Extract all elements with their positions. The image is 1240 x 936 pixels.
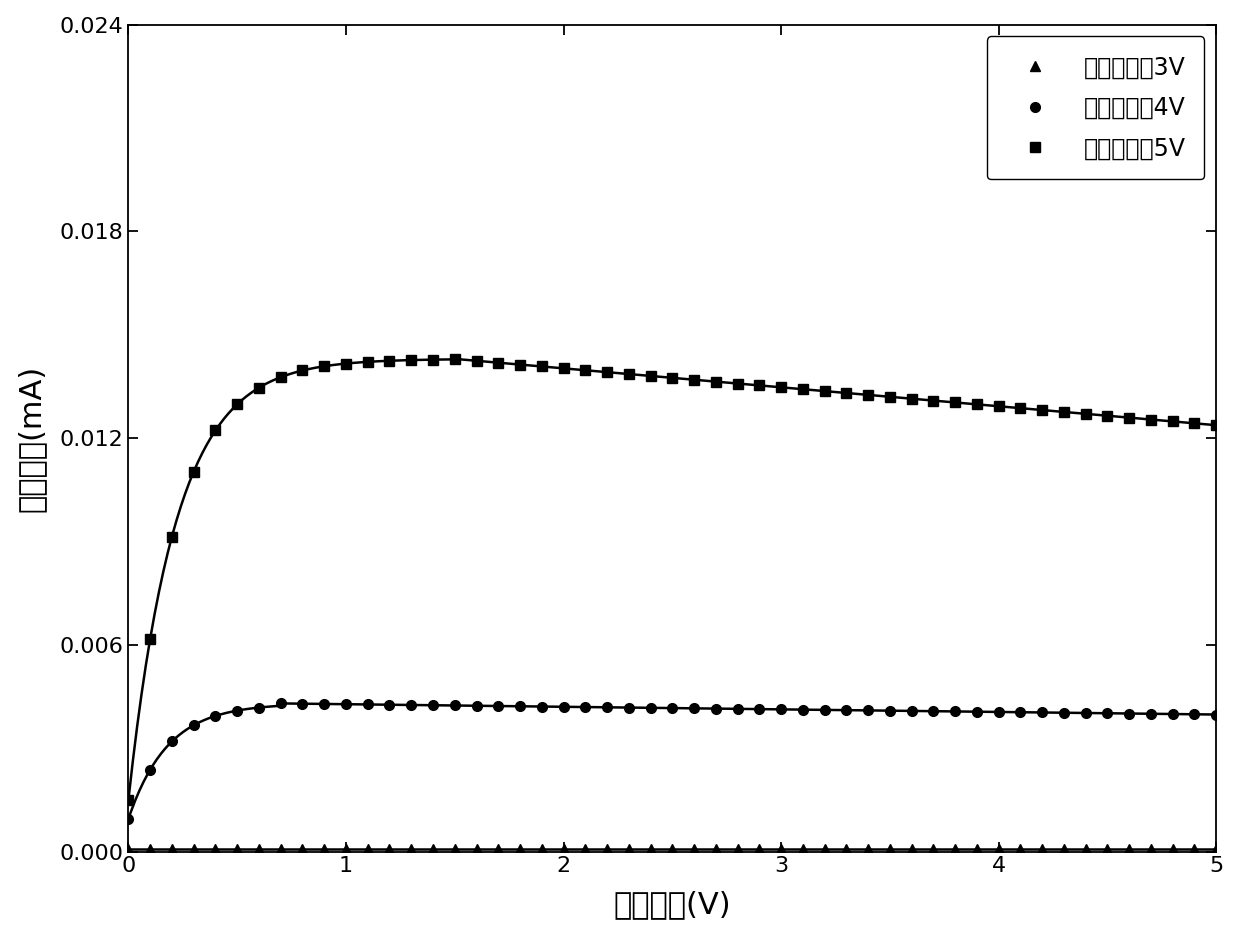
棵源电压为4V <box>1187 709 1202 720</box>
棵源电压为5V <box>1187 417 1202 429</box>
棵源电压为5V <box>361 357 376 368</box>
棵源电压为5V <box>469 355 484 366</box>
棵源电压为4V <box>382 699 397 710</box>
棵源电压为3V <box>1187 843 1202 855</box>
棵源电压为3V <box>448 843 463 855</box>
棵源电压为5V <box>491 357 506 368</box>
棵源电压为3V <box>469 843 484 855</box>
棵源电压为3V <box>122 843 136 855</box>
棵源电压为4V <box>926 706 941 717</box>
棵源电压为4V <box>469 700 484 711</box>
棵源电压为4V <box>273 698 288 709</box>
棵源电压为3V <box>361 843 376 855</box>
棵源电压为5V <box>122 795 136 806</box>
棵源电压为5V <box>1209 419 1224 431</box>
棵源电压为3V <box>904 843 919 855</box>
Line: 棵源电压为3V: 棵源电压为3V <box>124 844 1221 854</box>
棵源电压为5V <box>861 389 875 401</box>
X-axis label: 漏源电压(V): 漏源电压(V) <box>614 890 732 919</box>
棵源电压为4V <box>1209 709 1224 720</box>
Line: 棵源电压为5V: 棵源电压为5V <box>124 354 1221 805</box>
棵源电压为5V <box>926 395 941 406</box>
棵源电压为4V <box>491 700 506 711</box>
棵源电压为3V <box>1209 843 1224 855</box>
Y-axis label: 源漏电流(mA): 源漏电流(mA) <box>16 364 46 512</box>
Legend: 棵源电压为3V, 棵源电压为4V, 棵源电压为5V: 棵源电压为3V, 棵源电压为4V, 棵源电压为5V <box>987 37 1204 180</box>
棵源电压为3V <box>839 843 854 855</box>
棵源电压为4V <box>122 813 136 825</box>
棵源电压为4V <box>861 705 875 716</box>
Line: 棵源电压为4V: 棵源电压为4V <box>124 698 1221 824</box>
棵源电压为5V <box>448 353 463 364</box>
